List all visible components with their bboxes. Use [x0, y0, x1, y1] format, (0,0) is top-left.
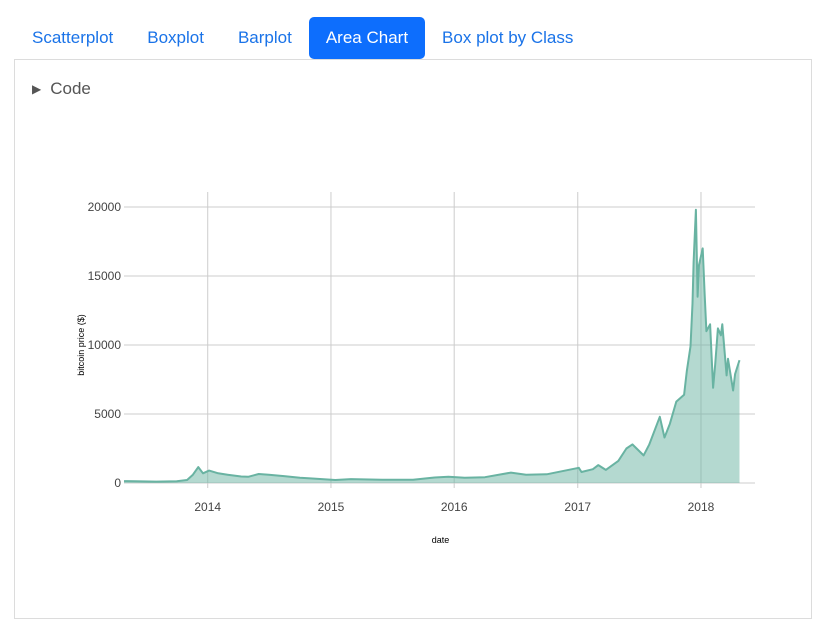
y-tick-label: 10000: [88, 338, 122, 352]
area-series-line: [123, 208, 741, 483]
tab-scatterplot[interactable]: Scatterplot: [32, 28, 114, 47]
axes: 0 5000 10000 15000 20000 2014 2015 2016 2017 2018: [88, 200, 715, 514]
x-tick-label: 2016: [441, 500, 468, 514]
area-series: [124, 209, 740, 484]
area-chart: 0 5000 10000 15000 20000 2014 2015 2016 2017 2018…: [76, 192, 755, 545]
x-axis-title: date: [432, 535, 450, 545]
tab-bar: Scatterplot Boxplot Barplot Area Chart B…: [15, 17, 590, 59]
x-tick-label: 2018: [688, 500, 715, 514]
y-axis-title: bitcoin price ($): [76, 314, 86, 376]
triangle-right-icon: ▶: [32, 82, 42, 96]
code-toggle-label: Code: [50, 79, 91, 98]
x-tick-label: 2015: [318, 500, 345, 514]
y-tick-label: 15000: [88, 269, 122, 283]
x-tick-label: 2014: [194, 500, 221, 514]
y-tick-label: 20000: [88, 200, 122, 214]
tab-boxplot[interactable]: Boxplot: [147, 28, 204, 47]
tab-box-plot-by-class[interactable]: Box plot by Class: [442, 28, 574, 47]
tab-barplot[interactable]: Barplot: [237, 28, 292, 47]
tab-area-chart[interactable]: Area Chart: [308, 17, 426, 59]
y-tick-label: 5000: [94, 407, 121, 421]
y-tick-label: 0: [114, 476, 121, 490]
x-tick-label: 2017: [564, 500, 591, 514]
code-toggle[interactable]: ▶ Code: [32, 79, 91, 99]
